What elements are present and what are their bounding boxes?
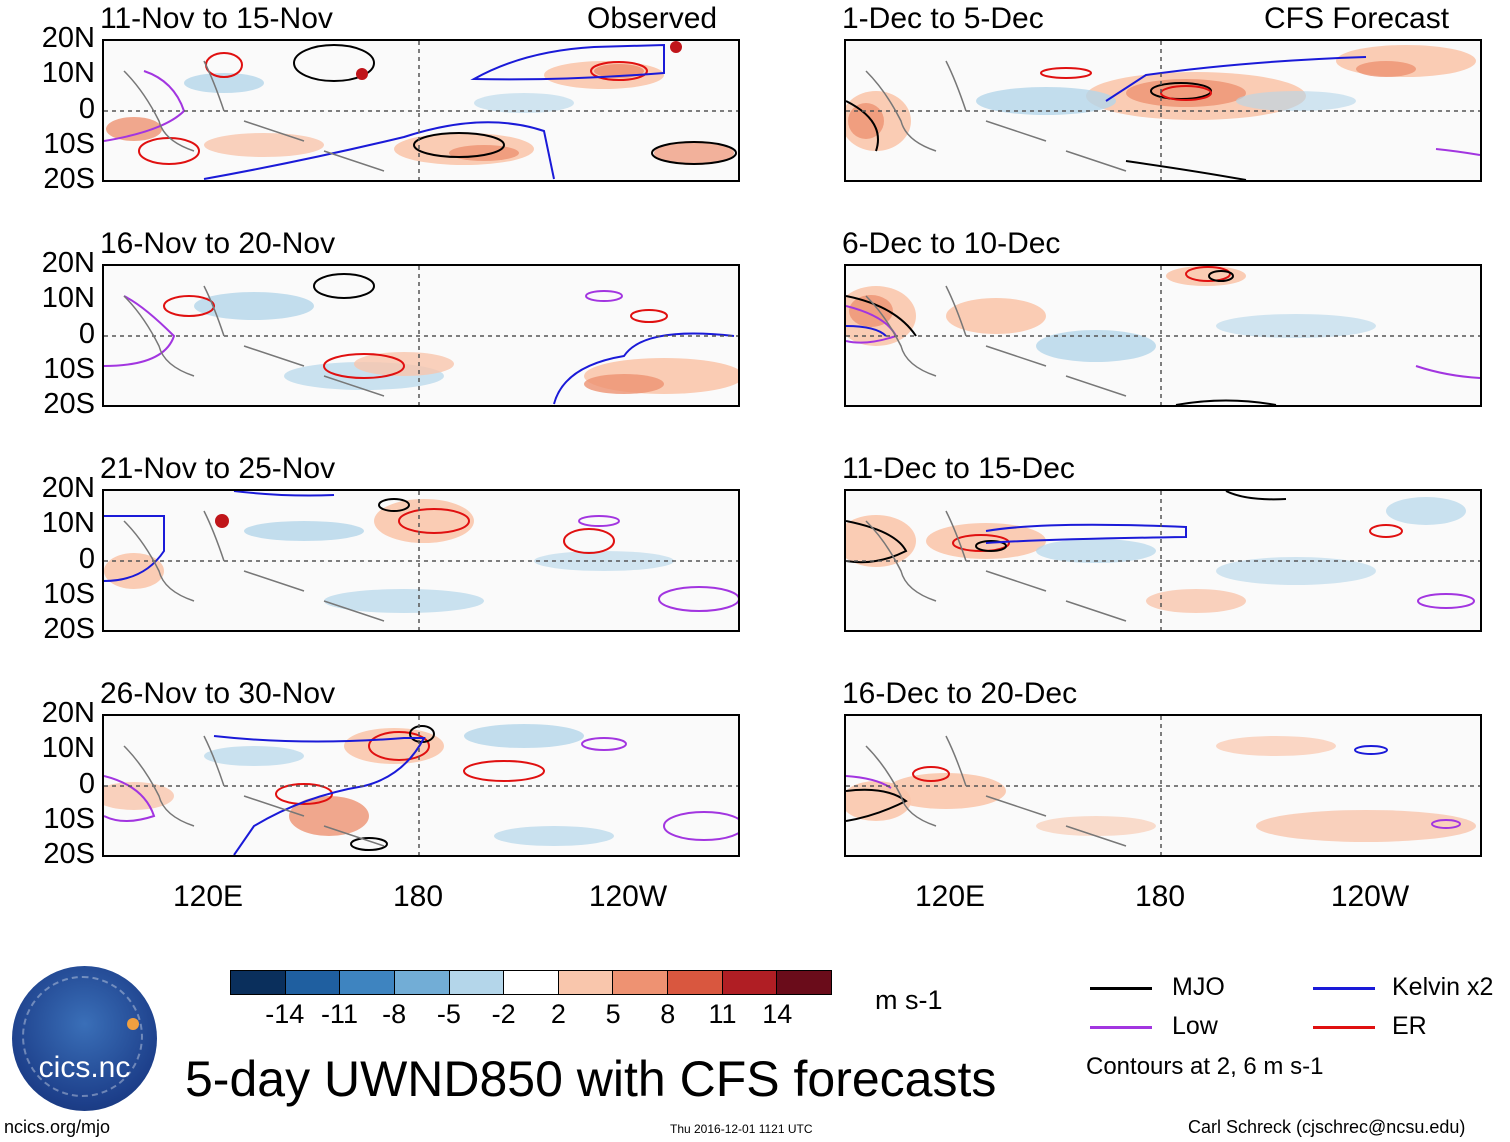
panel-title: 21-Nov to 25-Nov [100,452,336,485]
map-panel-1-dec [844,39,1482,182]
panel-title: 16-Dec to 20-Dec [842,677,1078,710]
colorbar-swatch [777,971,832,994]
map-panel-16-dec [844,714,1482,857]
y-tick-label: 0 [78,93,95,125]
y-tick-label: 20N [41,22,95,54]
colorbar-tick-label: -5 [436,999,461,1029]
colorbar-tick-label: 11 [708,999,737,1029]
colorbar-swatch [285,971,341,994]
footer-link[interactable]: ncics.org/mjo [4,1117,111,1137]
cfs-forecast-label: CFS Forecast [1264,2,1450,35]
map-panel-6-dec [844,264,1482,407]
panel-title: 1-Dec to 5-Dec [842,2,1044,35]
x-tick-label: 180 [1134,880,1186,913]
cics-nc-logo: cics.nc [12,966,157,1111]
footer-timestamp: Thu 2016-12-01 1121 UTC [670,1122,813,1136]
map-panel-11-nov [102,39,740,182]
legend-label-kelvin: Kelvin x2 [1392,973,1494,1001]
colorbar-swatch [558,971,614,994]
logo-ring [22,976,143,1097]
colorbar-swatch [449,971,505,994]
y-tick-label: 20S [43,613,95,645]
y-tick-label: 20S [43,163,95,195]
y-tick-label: 20N [41,247,95,279]
contour-note: Contours at 2, 6 m s-1 [1086,1053,1324,1080]
panel-title: 16-Nov to 20-Nov [100,227,336,260]
y-tick-label: 0 [78,768,95,800]
legend-label-mjo: MJO [1172,973,1225,1001]
map-panel-26-nov [102,714,740,857]
colorbar-swatch [668,971,723,994]
colorbar-swatch [722,971,778,994]
y-tick-label: 20N [41,697,95,729]
units-label: m s-1 [875,985,943,1015]
y-tick-label: 20N [41,472,95,504]
footer-author: Carl Schreck (cjschrec@ncsu.edu) [1188,1117,1466,1137]
y-tick-label: 0 [78,318,95,350]
colorbar-tick-label: 8 [660,999,676,1029]
colorbar-tick-label: 5 [605,999,621,1029]
logo-sun-icon [127,1018,139,1030]
y-tick-label: 10S [43,578,95,610]
y-tick-label: 10N [41,282,95,314]
y-tick-label: 20S [43,838,95,870]
observed-label: Observed [587,2,718,35]
y-tick-label: 10N [41,732,95,764]
panel-title: 11-Nov to 15-Nov [100,2,333,35]
y-tick-label: 0 [78,543,95,575]
map-panel-11-dec [844,489,1482,632]
x-tick-label: 120E [914,880,986,913]
colorbar-tick-label: -14 [265,999,305,1029]
y-tick-label: 10S [43,353,95,385]
y-tick-label: 10N [41,57,95,89]
legend-label-low: Low [1172,1012,1218,1040]
legend-label-er: ER [1392,1012,1427,1040]
map-panel-21-nov [102,489,740,632]
colorbar-tick-label: -2 [491,999,516,1029]
legend-swatch-mjo [1090,987,1152,990]
y-tick-label: 10S [43,128,95,160]
colorbar-tick-label: -8 [382,999,407,1029]
colorbar-swatch [231,971,286,994]
colorbar-tick-label: 14 [762,999,793,1029]
colorbar-tick-label: 2 [550,999,566,1029]
map-panel-16-nov [102,264,740,407]
panel-title: 26-Nov to 30-Nov [100,677,336,710]
y-tick-label: 20S [43,388,95,420]
legend-swatch-low [1090,1026,1152,1029]
chart-title: 5-day UWND850 with CFS forecasts [185,1051,997,1107]
legend-swatch-er [1313,1026,1375,1029]
y-tick-label: 10N [41,507,95,539]
colorbar-swatch [613,971,669,994]
colorbar-swatch [394,971,450,994]
y-tick-label: 10S [43,803,95,835]
logo-text: cics.nc [38,1051,131,1084]
x-tick-label: 120E [172,880,244,913]
colorbar-swatch [504,971,559,994]
x-tick-label: 180 [392,880,444,913]
x-tick-label: 120W [588,880,668,913]
legend-swatch-kelvin [1313,987,1375,990]
colorbar-swatch [340,971,395,994]
panel-title: 6-Dec to 10-Dec [842,227,1061,260]
colorbar-tick-label: -11 [320,999,358,1029]
panel-title: 11-Dec to 15-Dec [842,452,1075,485]
colorbar [230,970,832,995]
x-tick-label: 120W [1330,880,1410,913]
